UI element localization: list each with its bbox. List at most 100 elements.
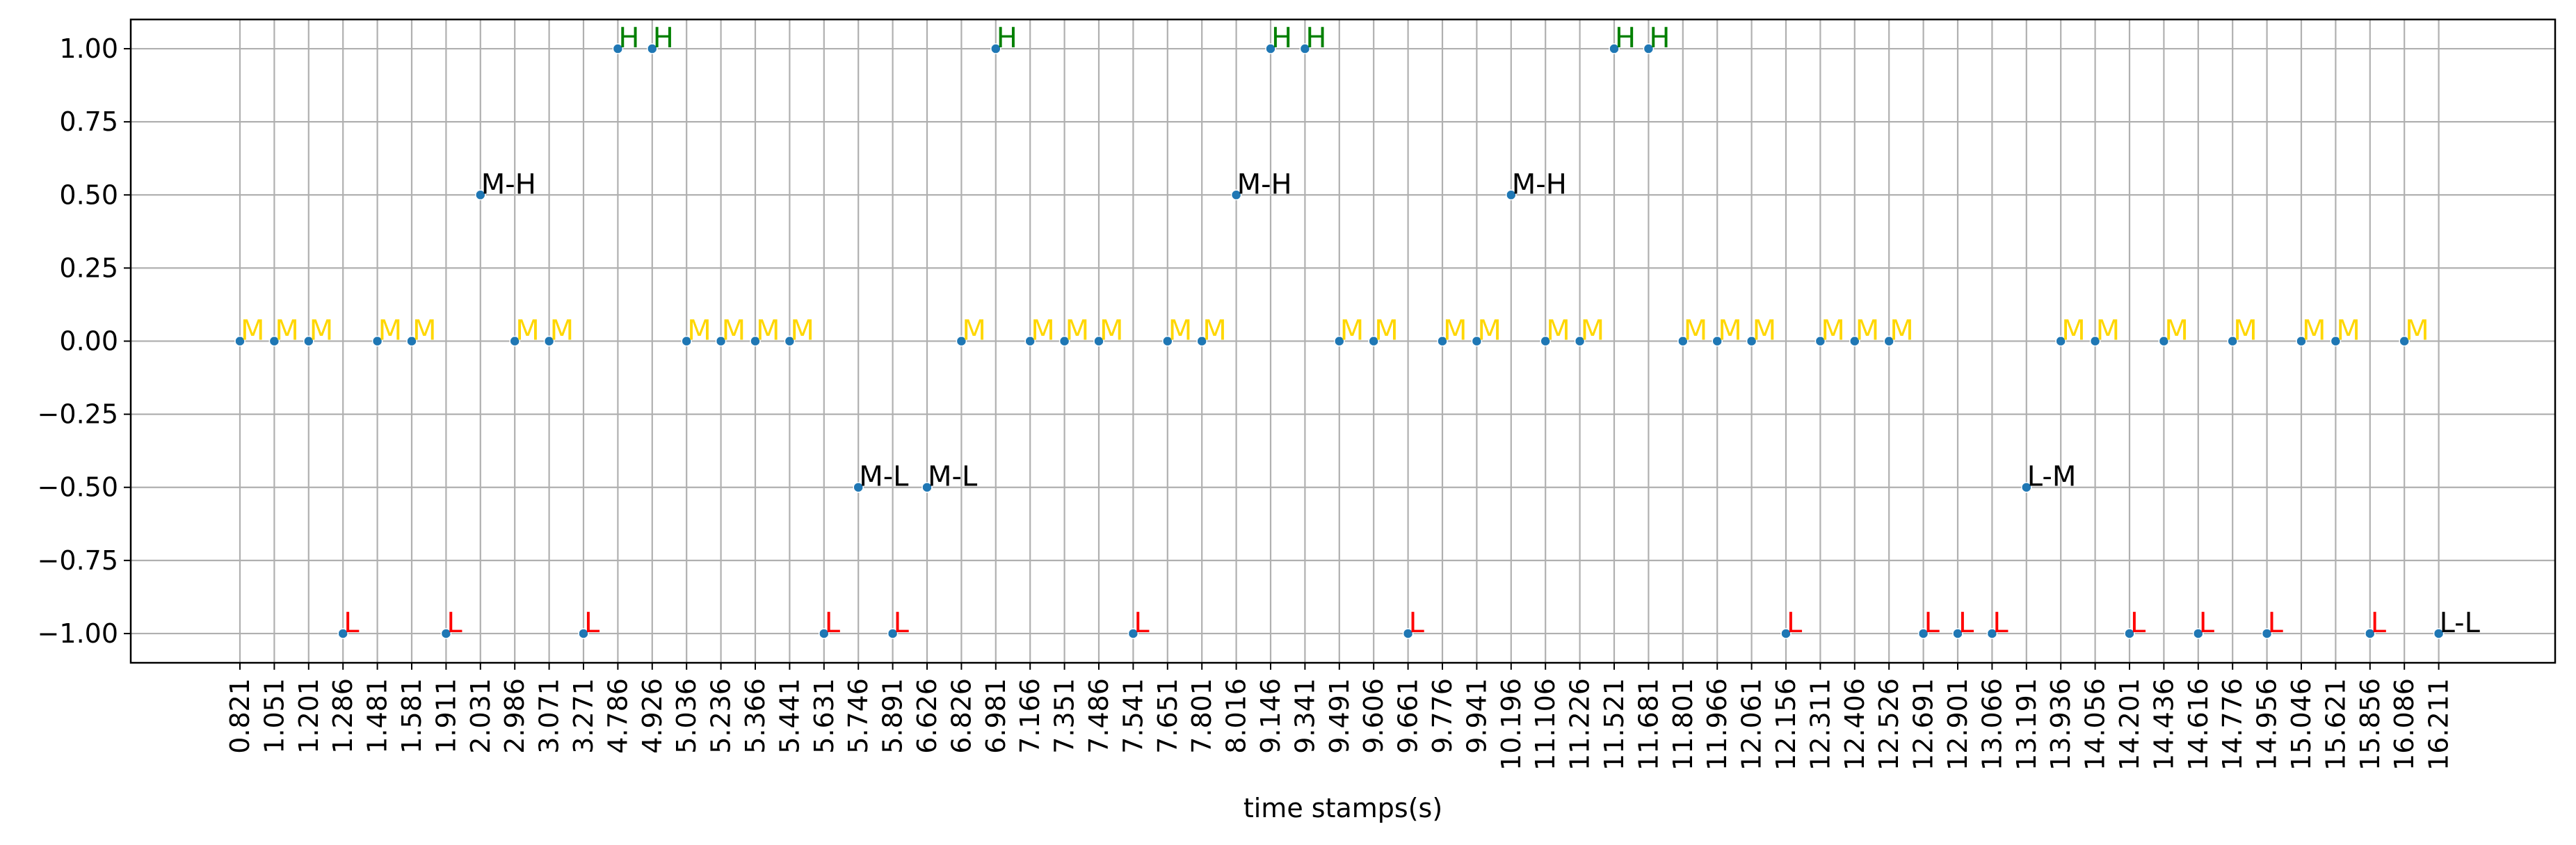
x-axis: 0.821 1.051 1.201 1.286 1.481 1.581 1.911 2.031… xyxy=(225,663,2454,771)
y-tick-label: 0.25 xyxy=(59,252,118,283)
data-point-label: M xyxy=(1374,315,1399,347)
data-point xyxy=(1712,335,1723,347)
x-tick-label: 9.661 xyxy=(1393,678,1424,754)
data-point-label: L xyxy=(1924,607,1940,639)
data-point-label: M xyxy=(2233,315,2257,347)
x-tick-label: 5.441 xyxy=(774,678,805,754)
data-point xyxy=(612,43,624,54)
x-tick-label: 6.826 xyxy=(946,678,976,754)
data-point xyxy=(819,628,830,639)
data-point xyxy=(2227,335,2238,347)
data-point-label: M xyxy=(2405,315,2429,347)
data-point-label: M xyxy=(550,315,574,347)
x-tick-label: 7.166 xyxy=(1015,678,1045,754)
x-tick-label: 12.311 xyxy=(1805,678,1835,771)
data-point-label: L xyxy=(2199,607,2215,639)
data-point-label: M xyxy=(1031,315,1055,347)
data-point xyxy=(990,43,1001,54)
data-point xyxy=(1540,335,1551,347)
x-tick-label: 1.481 xyxy=(362,678,393,754)
x-tick-label: 11.106 xyxy=(1530,678,1561,771)
x-tick-label: 6.626 xyxy=(912,678,942,754)
data-point-label: M xyxy=(790,315,814,347)
data-point-label: M xyxy=(1890,315,1914,347)
data-point-label: M xyxy=(756,315,780,347)
x-tick-label: 7.351 xyxy=(1049,678,1080,754)
x-tick-label: 8.016 xyxy=(1221,678,1252,754)
data-point-label: M xyxy=(2164,315,2189,347)
y-tick-label: −0.75 xyxy=(38,545,118,576)
data-point-label: L-M xyxy=(2027,461,2077,493)
data-point xyxy=(887,628,899,639)
data-point-label: L xyxy=(1993,607,2009,639)
data-point xyxy=(2089,335,2101,347)
data-point-label: M xyxy=(2096,315,2120,347)
x-tick-label: 1.286 xyxy=(328,678,358,754)
data-point xyxy=(578,628,589,639)
x-tick-label: 5.036 xyxy=(671,678,702,754)
data-points xyxy=(234,43,2445,639)
data-point xyxy=(1334,335,1345,347)
data-point xyxy=(1162,335,1173,347)
data-point xyxy=(440,628,452,639)
data-point xyxy=(1609,43,1620,54)
data-point-label: M xyxy=(412,315,437,347)
x-tick-label: 15.046 xyxy=(2286,678,2317,771)
data-point xyxy=(647,43,658,54)
data-point xyxy=(1093,335,1104,347)
data-point-label: H xyxy=(1271,22,1292,54)
data-point-label: M xyxy=(2336,315,2360,347)
data-point xyxy=(1506,189,1517,201)
data-point xyxy=(956,335,967,347)
data-point-label: H xyxy=(653,22,674,54)
x-tick-label: 9.341 xyxy=(1289,678,1320,754)
x-tick-label: 3.271 xyxy=(568,678,599,754)
data-point-label: L xyxy=(1958,607,1974,639)
x-tick-label: 5.236 xyxy=(706,678,736,754)
data-point-label: L xyxy=(2371,607,2387,639)
grid-layer xyxy=(131,19,2555,663)
data-point-label: M xyxy=(241,315,265,347)
data-point xyxy=(784,335,796,347)
x-tick-label: 11.801 xyxy=(1668,678,1698,771)
data-point xyxy=(2330,335,2342,347)
data-point xyxy=(715,335,727,347)
data-point-label: L xyxy=(584,607,600,639)
data-point xyxy=(1299,43,1311,54)
x-tick-label: 2.986 xyxy=(499,678,530,754)
data-point-label: L xyxy=(1787,607,1803,639)
data-point-label: M-H xyxy=(1237,168,1292,200)
data-point xyxy=(1127,628,1139,639)
data-point xyxy=(1024,335,1036,347)
x-tick-label: 15.621 xyxy=(2320,678,2351,771)
x-tick-label: 4.786 xyxy=(602,678,633,754)
x-tick-label: 12.061 xyxy=(1737,678,1767,771)
x-tick-label: 1.201 xyxy=(293,678,324,754)
data-point-label: L-L xyxy=(2440,607,2481,639)
data-point xyxy=(1883,335,1894,347)
data-point-label: M xyxy=(2061,315,2086,347)
x-axis-title: time stamps(s) xyxy=(1243,793,1442,823)
x-tick-label: 14.776 xyxy=(2217,678,2248,771)
x-tick-label: 14.201 xyxy=(2114,678,2145,771)
data-point xyxy=(2193,628,2204,639)
data-point-label: M xyxy=(275,315,299,347)
x-tick-label: 14.956 xyxy=(2252,678,2283,771)
data-point-label: H xyxy=(1305,22,1326,54)
data-point-label: M xyxy=(1684,315,1708,347)
y-axis: 1.00 0.75 0.50 0.25 0.00 −0.25 −0.50 −0.75 −1.00 xyxy=(38,33,131,649)
x-tick-label: 11.681 xyxy=(1633,678,1664,771)
data-point xyxy=(921,481,933,493)
x-tick-label: 11.226 xyxy=(1565,678,1595,771)
x-tick-label: 14.436 xyxy=(2148,678,2179,771)
data-point-label: M xyxy=(2302,315,2326,347)
data-point-label: M xyxy=(1753,315,1777,347)
x-tick-label: 16.211 xyxy=(2424,678,2454,771)
data-point-label: M-L xyxy=(928,461,978,493)
x-tick-label: 1.051 xyxy=(259,678,289,754)
data-point xyxy=(2399,335,2410,347)
x-tick-label: 9.146 xyxy=(1255,678,1286,754)
data-point xyxy=(1574,335,1586,347)
